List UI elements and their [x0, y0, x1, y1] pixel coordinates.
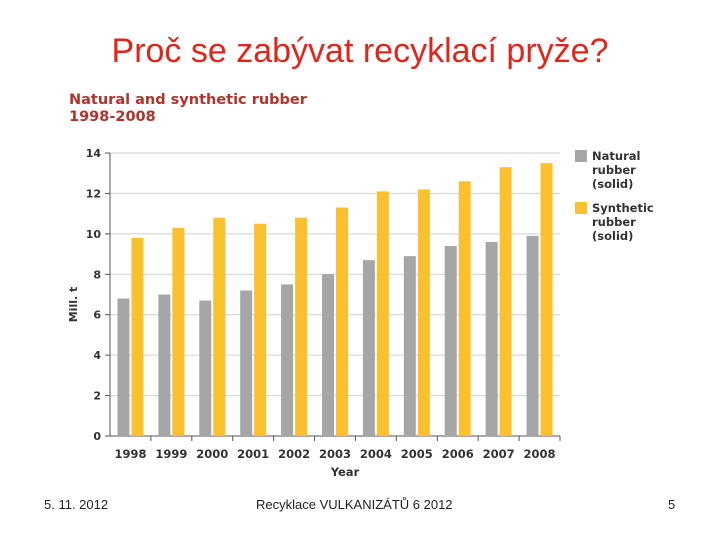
bar-natural: [322, 274, 334, 436]
bar-synthetic: [376, 191, 389, 436]
bar-synthetic: [254, 223, 267, 436]
x-tick-label: 2002: [278, 447, 310, 461]
bar-synthetic: [131, 237, 144, 436]
bar-synthetic: [458, 181, 471, 436]
legend-label: (solid): [592, 177, 633, 191]
x-tick-label: 2004: [360, 447, 392, 461]
x-tick-label: 2005: [401, 447, 433, 461]
y-tick-label: 6: [93, 309, 101, 322]
bar-synthetic: [172, 227, 185, 436]
bar-natural: [158, 294, 171, 436]
legend-label: Natural: [592, 149, 640, 163]
x-tick-label: 2000: [196, 447, 228, 461]
y-tick-label: 4: [93, 349, 101, 362]
bar-synthetic: [499, 167, 512, 436]
chart-svg: 0 2 4 6 8 10 12 14 1998 1999 2000 2001 2002 2003 2004 2…: [67, 147, 654, 479]
y-tick-label: 14: [86, 147, 102, 160]
y-axis-label: Mill. t: [67, 287, 80, 323]
legend-label: rubber: [592, 215, 636, 229]
legend-swatch-natural: [575, 150, 587, 162]
x-axis-label: Year: [330, 465, 360, 479]
y-tick-label: 12: [86, 187, 101, 200]
x-tick-label: 1998: [114, 447, 146, 461]
bar-synthetic: [417, 189, 430, 436]
y-tick-label: 0: [93, 430, 101, 443]
page-number: 5: [668, 497, 676, 512]
chart-subtitle: 1998-2008: [69, 109, 156, 125]
bar-natural: [362, 260, 375, 436]
x-tick-label: 1999: [155, 447, 187, 461]
bar-synthetic: [336, 207, 348, 436]
legend-label: rubber: [592, 163, 636, 177]
footer-center-text: Recyklace VULKANIZÁTŮ 6 2012: [256, 497, 453, 512]
x-tick-label: 2006: [442, 447, 474, 461]
bar-natural: [403, 256, 416, 436]
bar-natural: [444, 245, 457, 436]
bar-natural: [485, 241, 498, 436]
legend-label: (solid): [592, 229, 633, 243]
bar-natural: [117, 298, 130, 436]
y-tick-label: 2: [93, 390, 101, 403]
bar-synthetic: [540, 163, 553, 436]
bar-synthetic: [295, 217, 308, 436]
legend-swatch-synthetic: [575, 202, 587, 214]
slide-title: Proč se zabývat recyklací pryže?: [111, 32, 609, 70]
bar-natural: [240, 290, 253, 436]
x-tick-label: 2001: [237, 447, 269, 461]
y-tick-label: 8: [93, 268, 101, 281]
chart-heading: Natural and synthetic rubber 1998-2008: [69, 92, 307, 126]
x-tick-label: 2008: [524, 447, 556, 461]
x-tick-label: 2003: [319, 447, 351, 461]
bar-natural: [281, 284, 294, 436]
bar-natural: [199, 300, 212, 436]
chart: Natural and synthetic rubber 1998-2008 0…: [55, 86, 665, 486]
legend-label: Synthetic: [592, 201, 654, 215]
x-tick-label: 2007: [483, 447, 515, 461]
bar-natural: [526, 235, 539, 436]
bar-synthetic: [213, 217, 226, 436]
y-tick-label: 10: [86, 228, 102, 241]
footer-date: 5. 11. 2012: [44, 497, 109, 512]
chart-title: Natural and synthetic rubber: [69, 92, 307, 108]
